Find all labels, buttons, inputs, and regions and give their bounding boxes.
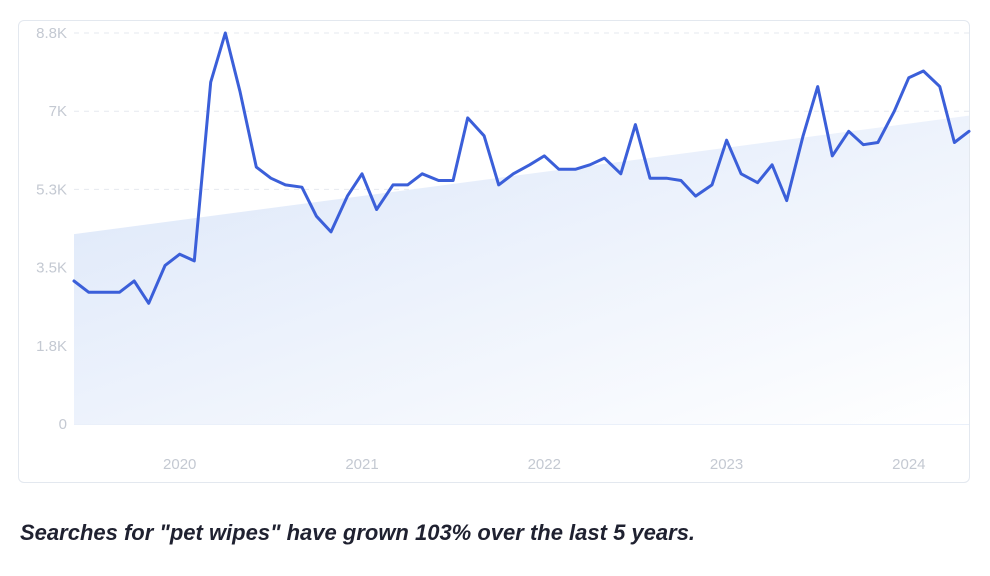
y-tick-label: 7K — [49, 103, 67, 120]
x-tick-label: 2022 — [528, 456, 561, 473]
search-volume-line — [72, 31, 971, 305]
y-tick-label: 1.8K — [36, 338, 67, 355]
y-tick-label: 3.5K — [36, 260, 67, 277]
chart-card: 0 1.8K 3.5K 5.3K 7K 8.8K 2020 2021 2022 2023 2024 — [18, 20, 971, 483]
x-tick-label: 2020 — [163, 456, 196, 473]
x-tick-label: 2021 — [345, 456, 378, 473]
y-tick-label: 0 — [59, 416, 67, 433]
x-tick-label: 2024 — [892, 456, 925, 473]
x-tick-label: 2023 — [710, 456, 743, 473]
chart-caption: Searches for "pet wipes" have grown 103%… — [20, 520, 696, 545]
search-trend-chart: 0 1.8K 3.5K 5.3K 7K 8.8K 2020 2021 2022 2023 2024 — [36, 25, 971, 473]
y-tick-label: 8.8K — [36, 25, 67, 42]
trend-area — [74, 115, 969, 424]
y-tick-label: 5.3K — [36, 181, 67, 198]
